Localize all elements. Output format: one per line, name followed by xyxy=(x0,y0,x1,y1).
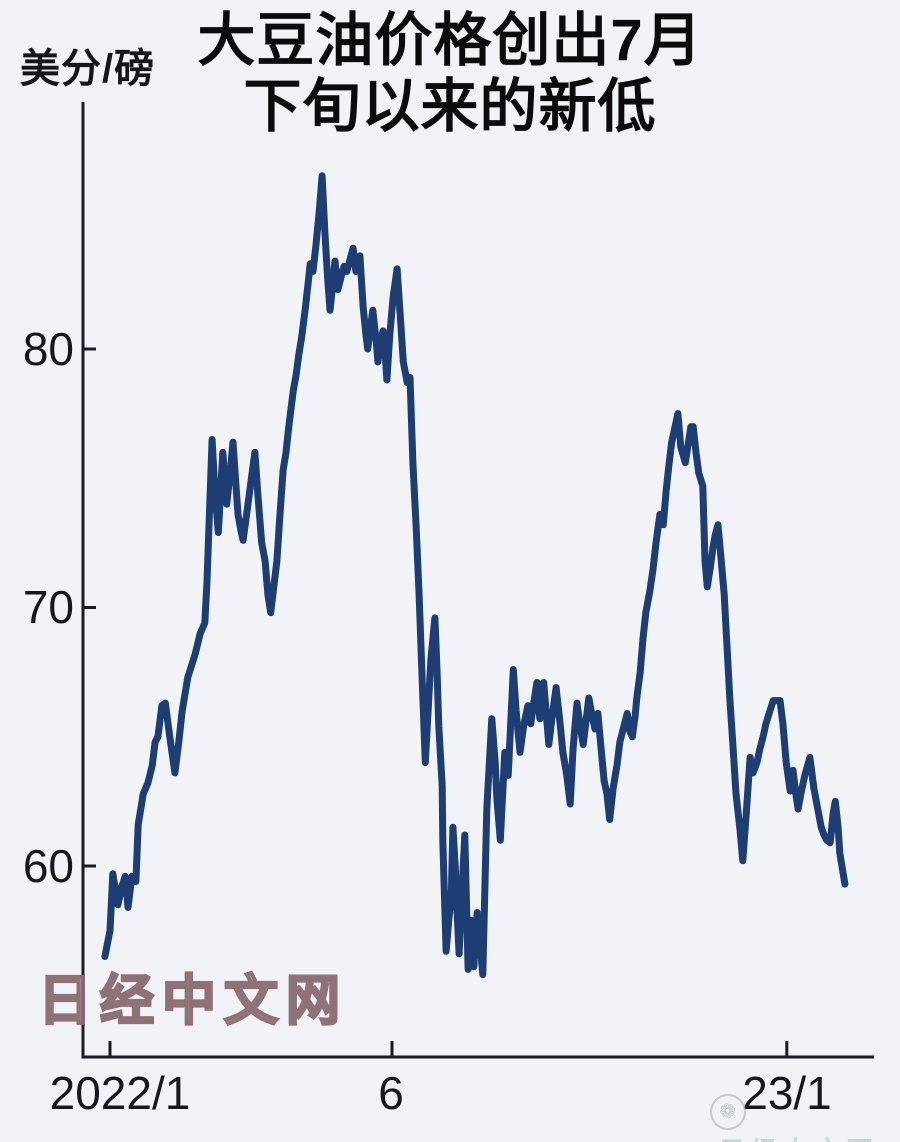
y-tick-label-60: 60 xyxy=(22,840,74,892)
y-tick-label-70: 70 xyxy=(22,581,74,633)
price-line xyxy=(101,172,849,979)
title-line-2: 下旬以来的新低 xyxy=(243,74,657,139)
corner-watermark-text: 日经中文网 xyxy=(718,1130,878,1142)
x-tick-label-23-1: 23/1 xyxy=(742,1067,832,1119)
y-tick-label-80: 80 xyxy=(22,323,74,375)
nikkei-logo-icon: ❁ xyxy=(706,1090,750,1134)
y-axis-unit-label: 美分/磅 xyxy=(20,47,156,91)
x-tick-label-2022-1: 2022/1 xyxy=(49,1067,191,1119)
page-title: 大豆油价格创出7月 下旬以来的新低 xyxy=(0,8,900,140)
corner-watermark: ❁ 日经中文网 xyxy=(706,1090,900,1142)
x-tick-label-6: 6 xyxy=(378,1067,404,1119)
title-line-1: 大豆油价格创出7月 xyxy=(197,8,703,73)
nikkei-watermark: 日经中文网 xyxy=(37,970,348,1033)
